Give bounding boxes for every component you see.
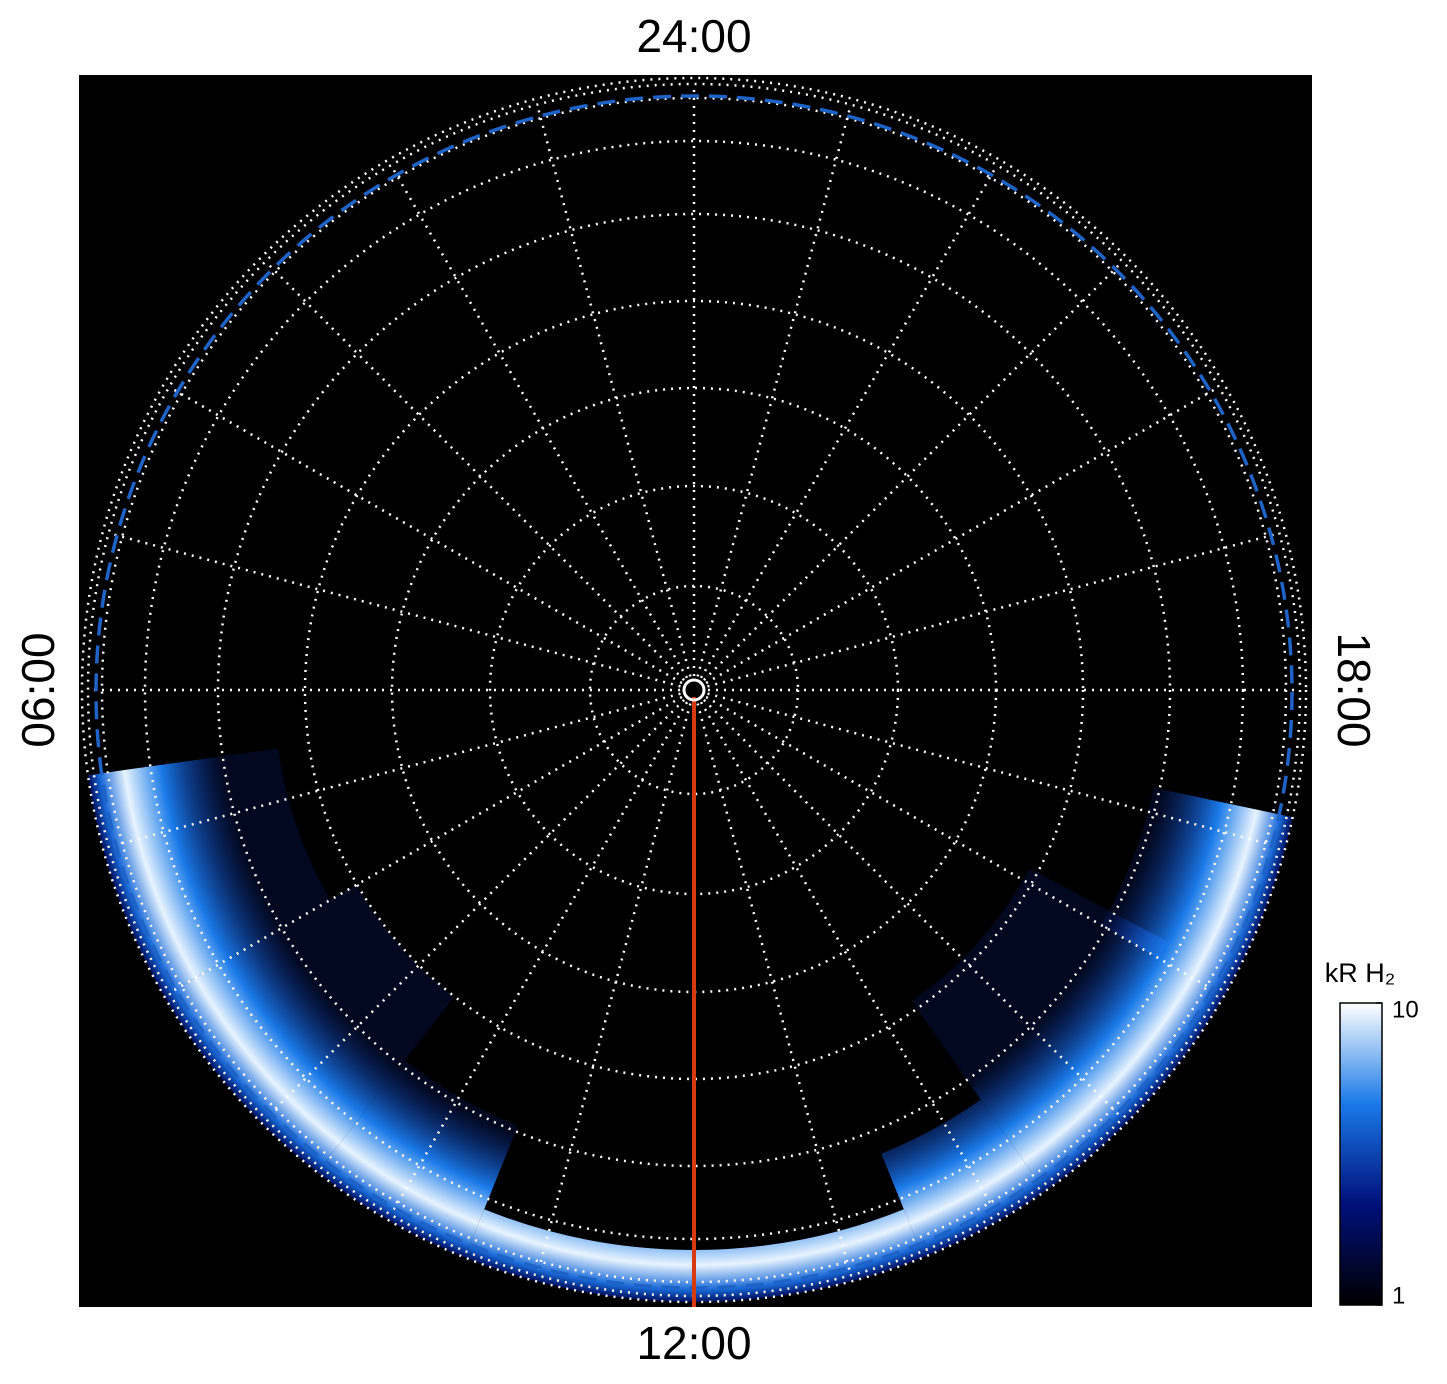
colorbar — [1339, 1002, 1383, 1306]
latitude-ring — [143, 139, 1245, 1241]
emission-patch — [911, 868, 1238, 1194]
meridian — [108, 531, 681, 688]
meridian — [707, 531, 1280, 688]
meridian — [703, 699, 1124, 1120]
meridian — [699, 164, 999, 679]
grid — [80, 76, 1308, 1304]
emission-patch — [161, 885, 454, 1175]
meridian — [535, 703, 692, 1276]
meridian — [389, 164, 689, 679]
meridian — [696, 104, 853, 677]
colorbar-tick-label: 10 — [1392, 996, 1419, 1023]
meridian — [168, 385, 683, 685]
meridian — [389, 701, 689, 1216]
lt-label: 12:00 — [636, 1317, 751, 1369]
meridian — [535, 104, 692, 677]
meridian — [707, 692, 1280, 849]
meridian — [264, 699, 685, 1120]
meridian — [168, 695, 683, 995]
colorbar-label: kR H₂ — [1325, 958, 1395, 988]
colorbar-tick-label: 1 — [1392, 1282, 1405, 1309]
meridian — [696, 703, 853, 1276]
pole-marker — [682, 678, 706, 702]
lt-label: 06:00 — [12, 632, 64, 747]
lt-label: 24:00 — [636, 10, 751, 62]
meridian — [699, 701, 999, 1216]
meridian — [705, 695, 1220, 995]
emission-patch — [315, 1060, 518, 1261]
meridian — [705, 385, 1220, 685]
meridian — [264, 260, 685, 681]
meridian — [703, 260, 1124, 681]
latitude-ring — [86, 82, 1302, 1298]
latitude-ring — [216, 212, 1172, 1168]
lt-label: 18:00 — [1328, 632, 1380, 747]
latitude-ring — [303, 299, 1085, 1081]
emission — [84, 748, 1296, 1302]
meridian — [108, 692, 681, 849]
